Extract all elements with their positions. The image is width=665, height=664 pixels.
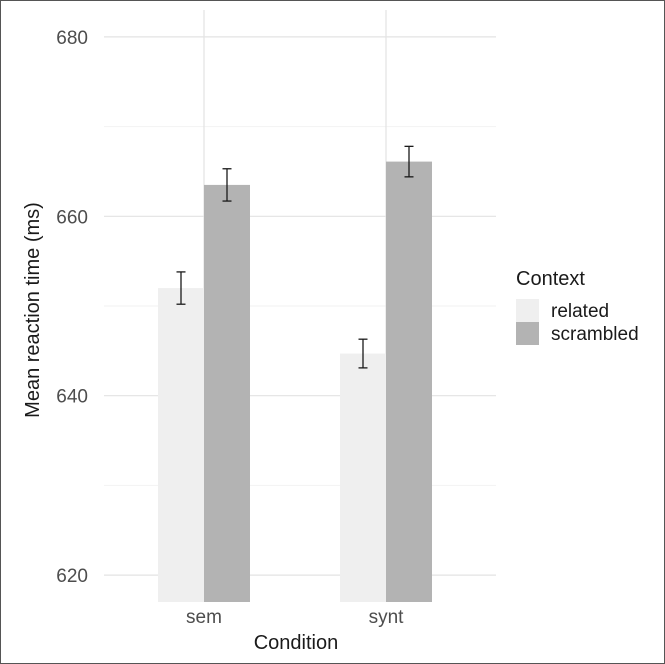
legend-swatch-related <box>516 299 539 322</box>
x-axis-title: Condition <box>254 632 339 654</box>
bar-related-synt <box>340 353 386 602</box>
y-axis-title: Mean reaction time (ms) <box>22 202 44 418</box>
legend-title: Context <box>516 268 585 290</box>
legend-label-related: related <box>551 301 609 322</box>
x-tick-label: synt <box>369 607 405 628</box>
y-tick-label: 620 <box>56 566 88 587</box>
tick-label-layer: 620 640 660 680 sem synt <box>56 28 404 628</box>
bar-scrambled-sem <box>204 184 250 602</box>
bar-related-sem <box>158 288 204 602</box>
y-tick-label: 680 <box>56 28 88 49</box>
error-bar-layer <box>176 145 414 369</box>
y-tick-label: 640 <box>56 387 88 408</box>
y-tick-label: 660 <box>56 207 88 228</box>
legend-swatch-scrambled <box>516 322 539 345</box>
x-tick-label: sem <box>186 607 222 628</box>
bar-layer <box>158 161 432 602</box>
legend-label-scrambled: scrambled <box>551 324 639 345</box>
bar-scrambled-synt <box>386 161 432 602</box>
